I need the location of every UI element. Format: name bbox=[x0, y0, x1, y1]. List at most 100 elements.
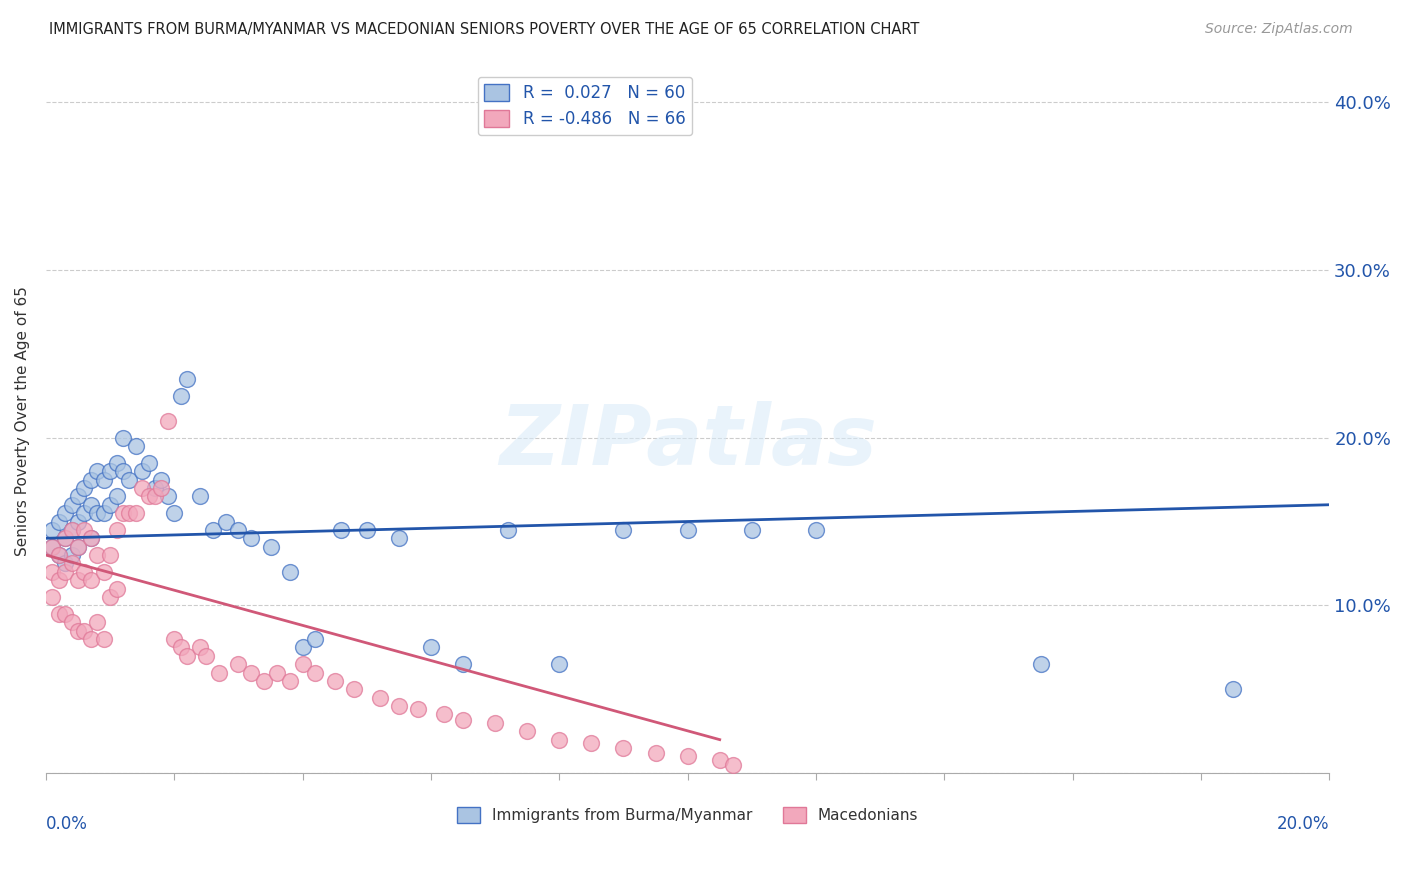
Point bbox=[48, 548, 70, 562]
Point bbox=[170, 640, 193, 655]
Point bbox=[67, 624, 90, 638]
Point bbox=[67, 540, 90, 554]
Point bbox=[644, 746, 666, 760]
Point bbox=[80, 498, 103, 512]
Point bbox=[163, 632, 186, 646]
Point bbox=[201, 523, 224, 537]
Point bbox=[67, 573, 90, 587]
Point bbox=[80, 531, 103, 545]
Point bbox=[41, 540, 63, 554]
Point bbox=[73, 523, 96, 537]
Point bbox=[93, 506, 115, 520]
Point bbox=[451, 657, 474, 672]
Point bbox=[143, 489, 166, 503]
Point bbox=[86, 464, 108, 478]
Point bbox=[73, 624, 96, 638]
Point bbox=[1029, 657, 1052, 672]
Point bbox=[53, 557, 76, 571]
Point bbox=[804, 523, 827, 537]
Point bbox=[195, 648, 218, 663]
Point bbox=[41, 565, 63, 579]
Point bbox=[105, 582, 128, 596]
Point bbox=[612, 741, 634, 756]
Point bbox=[214, 515, 236, 529]
Point bbox=[330, 523, 353, 537]
Text: 0.0%: 0.0% bbox=[46, 815, 87, 833]
Point bbox=[67, 515, 90, 529]
Point bbox=[676, 523, 699, 537]
Point bbox=[105, 489, 128, 503]
Point bbox=[406, 702, 429, 716]
Point bbox=[278, 565, 301, 579]
Point bbox=[208, 665, 231, 680]
Point bbox=[451, 713, 474, 727]
Point bbox=[41, 523, 63, 537]
Point bbox=[323, 673, 346, 688]
Point bbox=[105, 456, 128, 470]
Point bbox=[150, 481, 173, 495]
Point bbox=[125, 506, 148, 520]
Point bbox=[131, 464, 153, 478]
Point bbox=[138, 489, 160, 503]
Legend: R =  0.027   N = 60, R = -0.486   N = 66: R = 0.027 N = 60, R = -0.486 N = 66 bbox=[478, 77, 692, 135]
Point bbox=[86, 548, 108, 562]
Point bbox=[98, 590, 121, 604]
Point bbox=[612, 523, 634, 537]
Point bbox=[73, 481, 96, 495]
Point bbox=[676, 749, 699, 764]
Point bbox=[60, 557, 83, 571]
Point bbox=[343, 682, 366, 697]
Point bbox=[111, 431, 134, 445]
Point bbox=[484, 715, 506, 730]
Point bbox=[291, 657, 314, 672]
Point bbox=[60, 615, 83, 630]
Point bbox=[1222, 682, 1244, 697]
Point bbox=[80, 473, 103, 487]
Point bbox=[291, 640, 314, 655]
Point bbox=[98, 498, 121, 512]
Text: Source: ZipAtlas.com: Source: ZipAtlas.com bbox=[1205, 22, 1353, 37]
Point bbox=[131, 481, 153, 495]
Point bbox=[548, 732, 571, 747]
Point bbox=[41, 540, 63, 554]
Point bbox=[48, 607, 70, 621]
Point bbox=[278, 673, 301, 688]
Point bbox=[156, 414, 179, 428]
Point bbox=[721, 757, 744, 772]
Point bbox=[48, 515, 70, 529]
Point bbox=[266, 665, 288, 680]
Point bbox=[516, 724, 538, 739]
Point bbox=[240, 665, 263, 680]
Point bbox=[176, 372, 198, 386]
Point bbox=[304, 632, 326, 646]
Point bbox=[86, 615, 108, 630]
Point bbox=[93, 565, 115, 579]
Point bbox=[53, 531, 76, 545]
Point bbox=[304, 665, 326, 680]
Point bbox=[53, 531, 76, 545]
Y-axis label: Seniors Poverty Over the Age of 65: Seniors Poverty Over the Age of 65 bbox=[15, 286, 30, 556]
Point bbox=[388, 699, 411, 714]
Point bbox=[118, 473, 141, 487]
Point bbox=[253, 673, 276, 688]
Point bbox=[581, 736, 603, 750]
Point bbox=[60, 548, 83, 562]
Point bbox=[80, 573, 103, 587]
Point bbox=[98, 548, 121, 562]
Point bbox=[150, 473, 173, 487]
Point bbox=[93, 473, 115, 487]
Point bbox=[228, 523, 250, 537]
Point bbox=[60, 523, 83, 537]
Point bbox=[80, 632, 103, 646]
Text: 20.0%: 20.0% bbox=[1277, 815, 1329, 833]
Text: IMMIGRANTS FROM BURMA/MYANMAR VS MACEDONIAN SENIORS POVERTY OVER THE AGE OF 65 C: IMMIGRANTS FROM BURMA/MYANMAR VS MACEDON… bbox=[49, 22, 920, 37]
Point bbox=[188, 489, 211, 503]
Point bbox=[86, 506, 108, 520]
Point bbox=[496, 523, 519, 537]
Point bbox=[53, 607, 76, 621]
Point bbox=[709, 753, 731, 767]
Point bbox=[156, 489, 179, 503]
Point bbox=[53, 506, 76, 520]
Point bbox=[118, 506, 141, 520]
Point bbox=[259, 540, 281, 554]
